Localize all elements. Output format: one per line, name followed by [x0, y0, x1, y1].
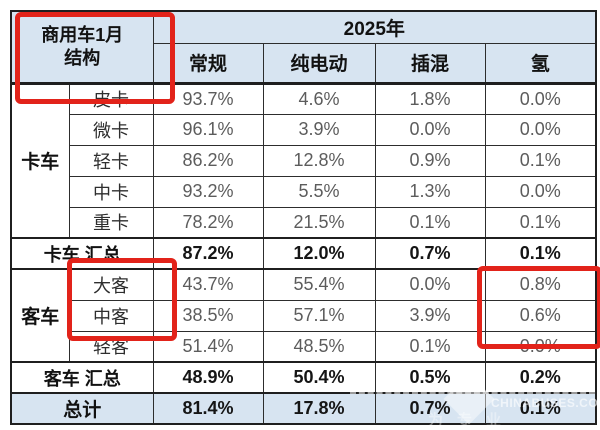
row-label-bus-subtotal: 客车 汇总 — [10, 361, 154, 394]
year-header: 2025年 — [152, 10, 597, 44]
value-cell: 12.0% — [262, 237, 376, 270]
value-cell: 1.8% — [374, 82, 486, 115]
value-cell: 50.4% — [262, 361, 376, 394]
row-label-mediumtruck: 中卡 — [68, 175, 154, 208]
value-cell: 0.1% — [484, 392, 597, 425]
row-label-mediumbus: 中客 — [68, 299, 154, 332]
value-cell: 48.9% — [152, 361, 264, 394]
value-cell: 0.0% — [484, 82, 597, 115]
value-cell: 57.1% — [262, 299, 376, 332]
value-cell: 78.2% — [152, 206, 264, 239]
value-cell: 17.8% — [262, 392, 376, 425]
value-cell: 0.9% — [374, 144, 486, 177]
row-label-lightbus: 轻客 — [68, 330, 154, 363]
value-cell: 12.8% — [262, 144, 376, 177]
value-cell: 0.0% — [374, 268, 486, 301]
row-label-grand-total: 总计 — [10, 392, 154, 425]
value-cell: 48.5% — [262, 330, 376, 363]
value-cell: 86.2% — [152, 144, 264, 177]
value-cell: 0.0% — [484, 330, 597, 363]
value-cell: 0.5% — [374, 361, 486, 394]
col-header-conventional: 常规 — [152, 42, 264, 85]
value-cell: 93.2% — [152, 175, 264, 208]
value-cell: 21.5% — [262, 206, 376, 239]
group-cell-truck: 卡车 — [10, 82, 70, 239]
value-cell: 0.1% — [484, 237, 597, 270]
value-cell: 0.0% — [484, 175, 597, 208]
col-header-phev: 插混 — [374, 42, 486, 85]
row-label-truck-subtotal: 卡车 汇总 — [10, 237, 154, 270]
value-cell: 0.1% — [484, 206, 597, 239]
value-cell: 96.1% — [152, 113, 264, 146]
value-cell: 3.9% — [374, 299, 486, 332]
value-cell: 55.4% — [262, 268, 376, 301]
value-cell: 93.7% — [152, 82, 264, 115]
value-cell: 0.0% — [484, 113, 597, 146]
value-cell: 0.6% — [484, 299, 597, 332]
value-cell: 0.1% — [374, 330, 486, 363]
col-header-bev: 纯电动 — [262, 42, 376, 85]
value-cell: 0.0% — [374, 113, 486, 146]
row-label-largebus: 大客 — [68, 268, 154, 301]
row-label-lighttruck: 轻卡 — [68, 144, 154, 177]
value-cell: 81.4% — [152, 392, 264, 425]
value-cell: 43.7% — [152, 268, 264, 301]
value-cell: 0.8% — [484, 268, 597, 301]
row-label-pickup: 皮卡 — [68, 82, 154, 115]
value-cell: 0.1% — [374, 206, 486, 239]
col-header-hydrogen: 氢 — [484, 42, 597, 85]
value-cell: 1.3% — [374, 175, 486, 208]
table-corner-title: 商用车1月 结构 — [10, 10, 154, 85]
value-cell: 0.7% — [374, 237, 486, 270]
value-cell: 0.7% — [374, 392, 486, 425]
value-cell: 51.4% — [152, 330, 264, 363]
value-cell: 87.2% — [152, 237, 264, 270]
value-cell: 38.5% — [152, 299, 264, 332]
group-cell-bus: 客车 — [10, 268, 70, 363]
value-cell: 0.2% — [484, 361, 597, 394]
value-cell: 4.6% — [262, 82, 376, 115]
value-cell: 3.9% — [262, 113, 376, 146]
value-cell: 5.5% — [262, 175, 376, 208]
value-cell: 0.1% — [484, 144, 597, 177]
row-label-microtruck: 微卡 — [68, 113, 154, 146]
vehicle-structure-table: 商用车1月 结构 2025年 常规 纯电动 插混 氢 卡车 皮卡 93.7% 4… — [10, 10, 598, 425]
row-label-heavytruck: 重卡 — [68, 206, 154, 239]
